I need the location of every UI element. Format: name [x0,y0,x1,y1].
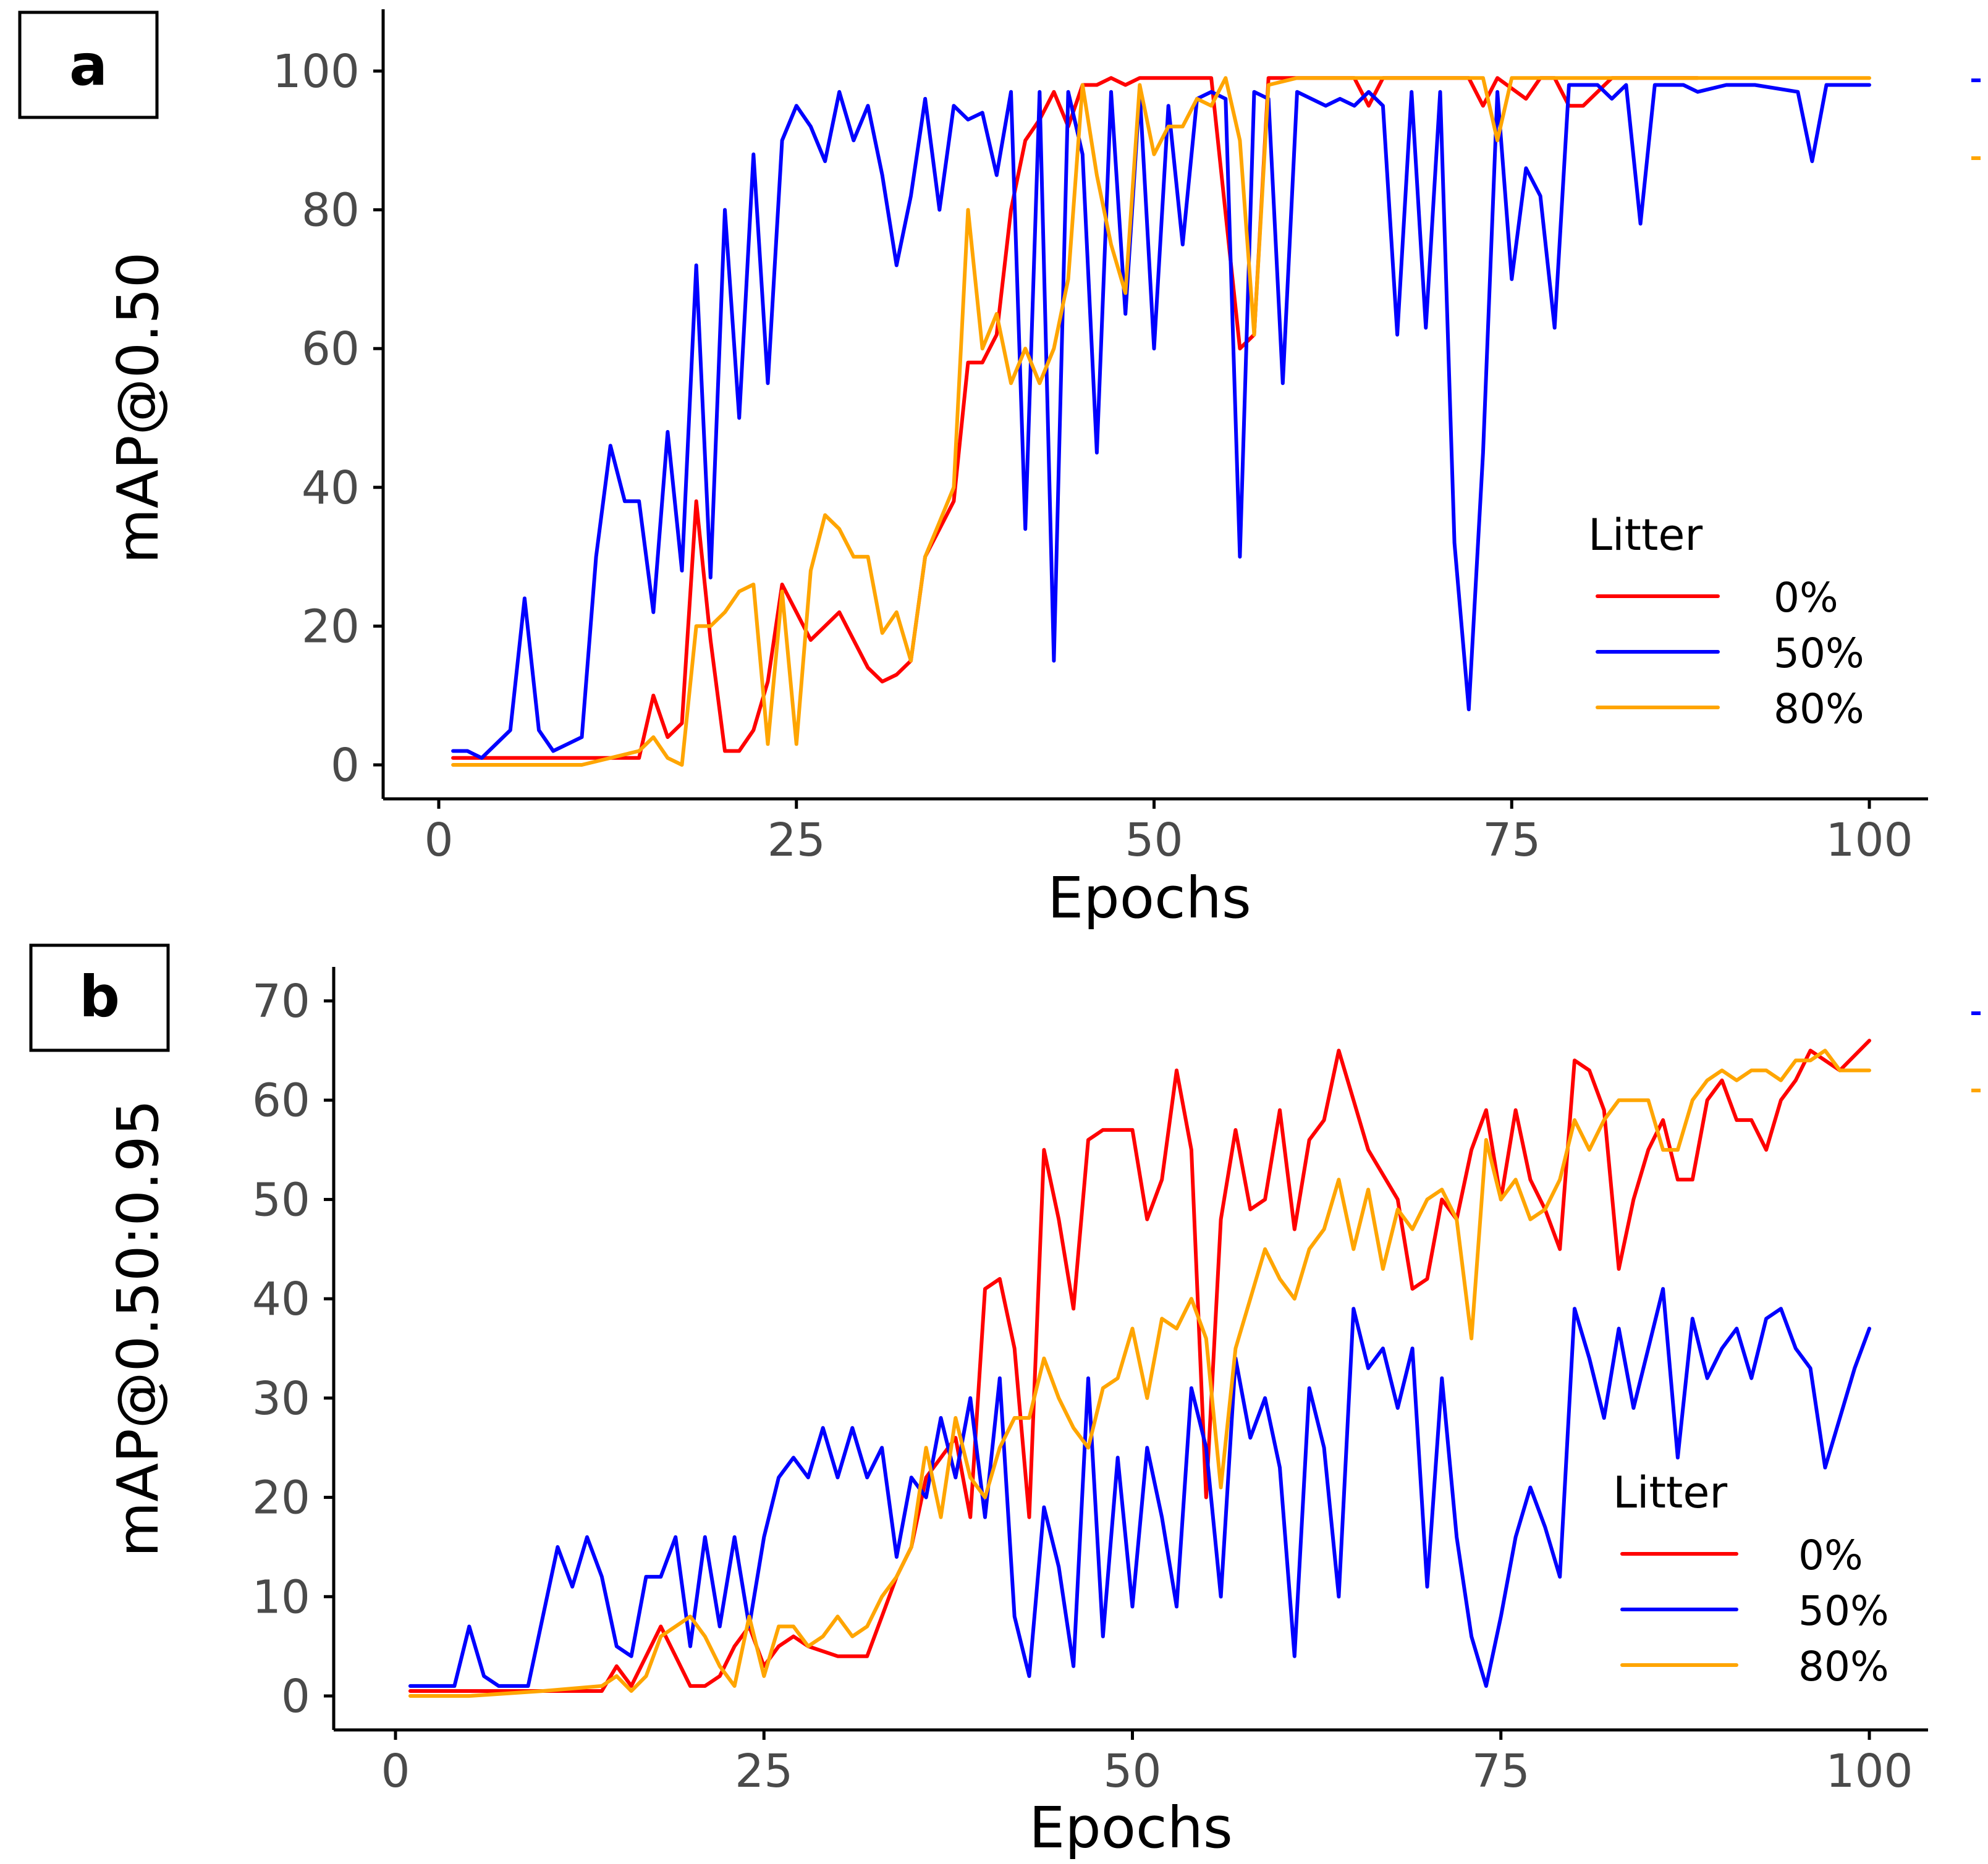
panel-b-legend-title: Litter [1613,1467,1727,1518]
panel-a-y-tick-label-3: 60 [302,323,360,376]
panel-b-y-axis-title: mAP@0.50:0.95 [105,1100,171,1558]
panel-a: a 0 25 50 75 100 0 20 40 60 80 100 Epochs mAP@0.5… [18,9,1981,931]
panel-b: b 0 25 50 75 100 0 10 20 30 40 50 60 70 Epochs mAP@… [29,943,1981,1861]
panel-b-series-50pct [408,1287,1871,1688]
panel-a-legend-label-2: 80% [1774,685,1864,733]
panel-a-y-tick-label-5: 100 [273,45,360,98]
panel-b-y-tick-label-4: 40 [252,1273,310,1326]
panel-a-label: a [69,32,108,98]
panel-a-series-0pct [451,76,1700,760]
panel-b-y-tick-label-6: 60 [252,1074,310,1128]
panel-b-y-tick-label-2: 20 [252,1472,310,1525]
panel-a-y-tick-label-4: 80 [302,184,360,237]
panel-a-x-tick-label-1: 25 [768,814,826,867]
panel-b-x-tick-label-0: 0 [381,1745,410,1798]
panel-b-y-tick-label-3: 30 [252,1372,310,1425]
panel-a-legend-label-1: 50% [1774,630,1864,677]
panel-a-x-tick-label-4: 100 [1825,814,1913,867]
panel-b-label: b [79,964,120,1030]
panel-b-legend-label-2: 80% [1798,1643,1889,1690]
panel-a-legend-title: Litter [1588,510,1702,560]
panel-b-x-tick-label-4: 100 [1825,1745,1913,1798]
panel-b-x-tick-label-1: 25 [735,1745,793,1798]
panel-a-x-tick-label-0: 0 [424,814,453,867]
panel-a-label-box [18,11,159,119]
panel-a-y-tick-label-0: 0 [331,739,360,792]
panel-a-x-tick-label-2: 50 [1125,814,1183,867]
panel-a-x-axis-title: Epochs [1047,865,1251,931]
panel-b-legend: Litter 0% 50% 80% [1613,1467,1889,1690]
panel-a-y-tick-label-2: 40 [302,462,360,515]
panel-b-x-axis-title: Epochs [1029,1795,1233,1861]
panel-b-series-80pct [408,1048,1871,1698]
panel-a-y-axis-title: mAP@0.50 [105,252,171,564]
panel-b-y-tick-label-7: 70 [252,975,310,1028]
panel-b-x-tick-label-3: 75 [1472,1745,1530,1798]
panel-b-legend-label-0: 0% [1798,1532,1863,1579]
panel-a-series-80pct [451,76,1871,767]
panel-b-y-tick-label-0: 0 [281,1670,310,1723]
panel-b-y-tick-label-5: 50 [252,1173,310,1226]
panel-a-series-50pct [451,83,1871,760]
panel-a-legend: Litter 0% 50% 80% [1588,510,1864,733]
panel-b-y-tick-label-1: 10 [252,1571,310,1624]
panel-a-y-tick-label-1: 20 [302,600,360,653]
panel-b-legend-label-1: 50% [1798,1587,1889,1635]
panel-a-legend-label-0: 0% [1774,574,1838,622]
panel-b-label-box [29,943,170,1052]
panel-b-x-tick-label-2: 50 [1103,1745,1161,1798]
panel-a-x-tick-label-3: 75 [1483,814,1541,867]
